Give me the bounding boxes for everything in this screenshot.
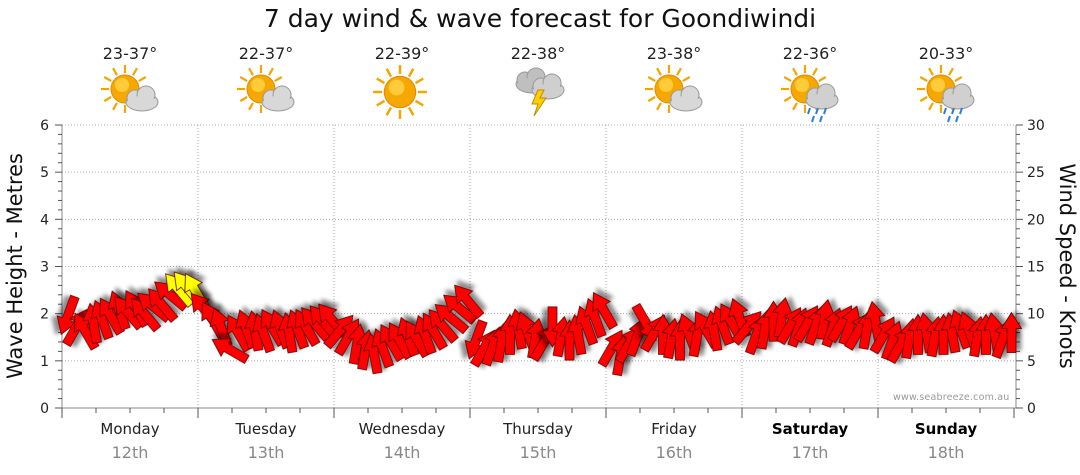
wind-arrow [454,284,485,320]
wind-arrow [211,338,250,364]
left-tick-label: 4 [40,212,49,228]
left-axis-title: Wave Height - Metres [3,153,27,379]
chart-title: 7 day wind & wave forecast for Goondiwin… [263,4,817,33]
day-temp: 22-39° [374,44,430,63]
day-date: 17th [791,443,829,462]
day-temp: 23-37° [102,44,158,63]
day-date: 14th [383,443,421,462]
sunny-icon [372,64,428,124]
day-temp: 22-38° [510,44,566,63]
partly-cloudy-icon [236,64,300,124]
day-temp: 22-37° [238,44,294,63]
day-date: 15th [519,443,557,462]
day-temp: 22-36° [782,44,838,63]
day-name: Monday [100,420,160,438]
day-date: 16th [655,443,693,462]
thunderstorm-icon [508,64,572,124]
day-name: Wednesday [358,420,446,438]
day-name: Saturday [771,420,849,438]
sun-shape [237,65,285,113]
wind-arrow [434,304,470,335]
right-tick-label: 30 [1027,118,1045,134]
day-temp: 23-38° [646,44,702,63]
right-tick-label: 5 [1027,354,1036,370]
axes: 0 1 2 3 4 5 6 0 5 10 15 20 25 30 [40,118,1045,418]
watermark[interactable]: www.seabreeze.com.au [893,392,1010,403]
partly-cloudy-icon [644,64,708,124]
day-date: 13th [247,443,285,462]
right-axis-title: Wind Speed - Knots [1055,163,1079,368]
day-name: Sunday [914,420,978,438]
day-name: Tuesday [235,420,297,438]
day-date: 18th [927,443,965,462]
showers-icon [780,64,844,128]
sun-shape [373,65,427,119]
right-tick-label: 0 [1027,401,1036,417]
day-name: Thursday [503,420,573,438]
wind-arrows [56,271,1023,377]
wind-arrow [209,307,233,348]
left-tick-label: 2 [40,307,49,323]
left-tick-label: 1 [40,354,49,370]
wind-arrow [592,291,618,331]
showers-icon [916,64,980,128]
right-tick-label: 15 [1027,260,1045,276]
day-date: 12th [111,443,149,462]
sun-shape [781,65,829,113]
day-name: Friday [651,420,697,438]
left-tick-label: 0 [40,401,49,417]
left-tick-label: 5 [40,165,49,181]
left-tick-label: 3 [40,260,49,276]
right-tick-label: 10 [1027,307,1045,323]
right-tick-label: 25 [1027,165,1045,181]
left-tick-label: 6 [40,118,49,134]
wind-arrow [1000,311,1023,353]
day-temp: 20-33° [918,44,974,63]
grid [62,124,1016,408]
right-tick-label: 20 [1027,212,1045,228]
partly-cloudy-icon [100,64,164,124]
